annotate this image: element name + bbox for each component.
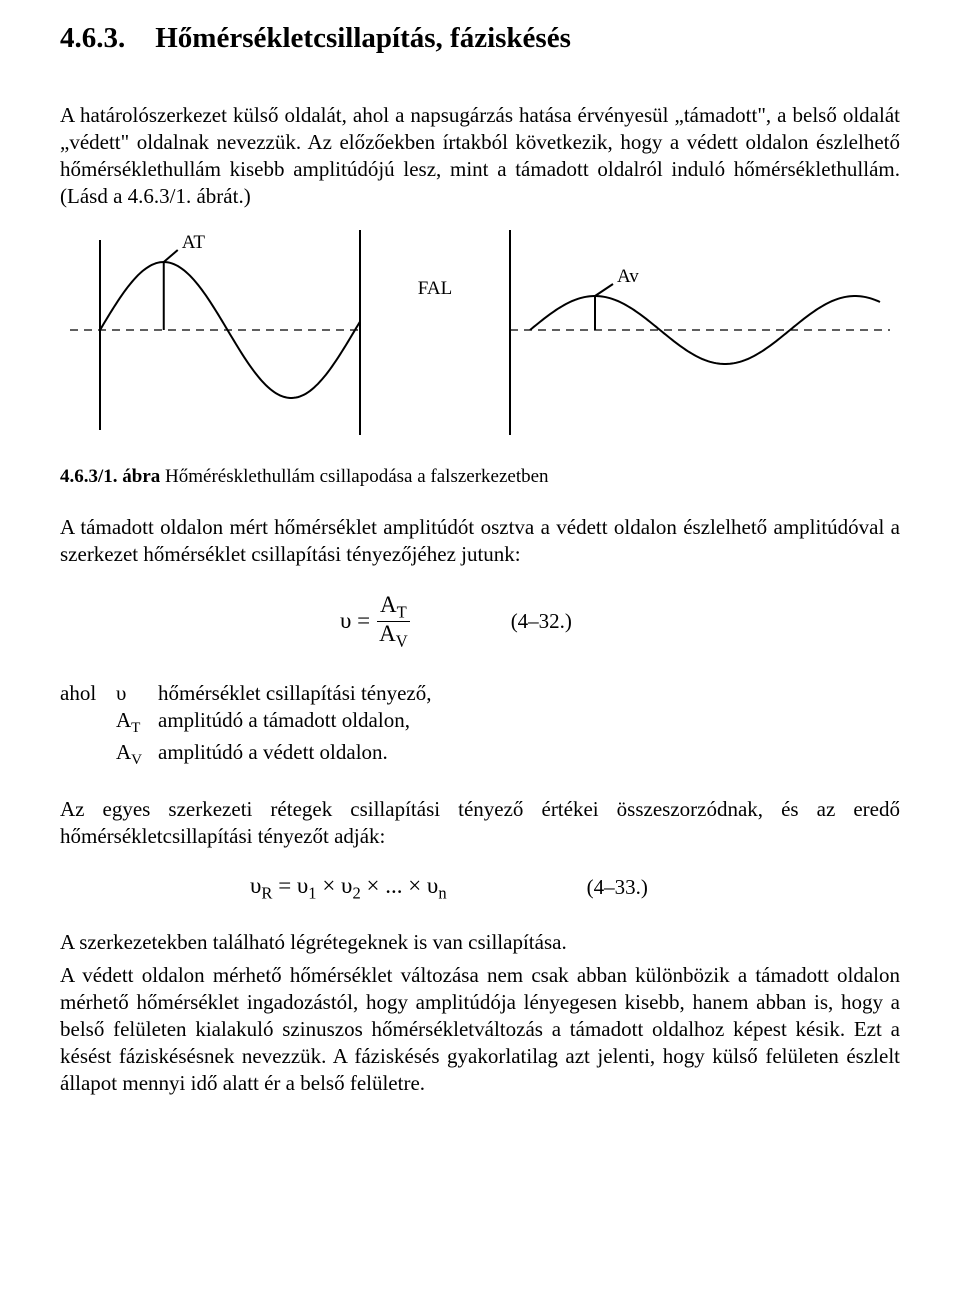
where-sym-2-base: A <box>116 740 131 764</box>
eq1-expression: υ = AT AV <box>340 593 411 650</box>
svg-text:FAL: FAL <box>418 278 452 299</box>
eq1-lhs: υ = <box>340 606 370 635</box>
where-list: ahol υ hőmérséklet csillapítási tényező,… <box>60 680 900 771</box>
eq2-expression: υR = υ1 × υ2 × ... × υn <box>250 871 447 904</box>
eq2-sub-n: n <box>438 884 446 903</box>
where-sym-0: υ <box>116 680 150 707</box>
figure-svg: AT FAL Av <box>60 220 900 440</box>
section-number: 4.6.3. <box>60 20 125 57</box>
where-desc-2: amplitúdó a védett oldalon. <box>158 739 388 771</box>
eq1-fraction: AT AV <box>376 593 411 650</box>
where-sym-1-sub: T <box>131 720 140 736</box>
figure-4-6-3-1: AT FAL Av <box>60 220 900 440</box>
equation-4-32: υ = AT AV (4–32.) <box>60 593 900 650</box>
eq1-den-sub: V <box>396 631 408 650</box>
eq2-eq: = υ <box>272 873 308 898</box>
eq2-sub-r: R <box>261 884 272 903</box>
paragraph-1: A határolószerkezet külső oldalát, ahol … <box>60 102 900 210</box>
figure-caption: 4.6.3/1. ábra Hőmérésklethullám csillapo… <box>60 465 900 489</box>
paragraph-2: A támadott oldalon mért hőmérséklet ampl… <box>60 514 900 568</box>
eq1-num-sym: A <box>380 592 397 617</box>
where-row-2: AV amplitúdó a védett oldalon. <box>60 739 900 771</box>
where-sym-2-sub: V <box>131 752 142 768</box>
where-row-0: ahol υ hőmérséklet csillapítási tényező, <box>60 680 900 707</box>
eq2-times1: × υ <box>317 873 353 898</box>
eq2-sub-2: 2 <box>352 884 360 903</box>
eq2-sym-vr: υ <box>250 873 261 898</box>
paragraph-4: A szerkezetekben található légrétegeknek… <box>60 929 900 956</box>
where-lead-spacer-1 <box>60 707 108 739</box>
eq2-sub-1: 1 <box>308 884 316 903</box>
eq1-num-sub: T <box>397 602 407 621</box>
eq1-denominator: AV <box>376 622 411 650</box>
paragraph-5: A védett oldalon mérhető hőmérséklet vál… <box>60 962 900 1096</box>
where-sym-1: AT <box>116 707 150 739</box>
eq2-number: (4–33.) <box>587 874 648 901</box>
where-lead: ahol <box>60 680 108 707</box>
where-lead-spacer-2 <box>60 739 108 771</box>
paragraph-3: Az egyes szerkezeti rétegek csillapítási… <box>60 796 900 850</box>
where-row-1: AT amplitúdó a támadott oldalon, <box>60 707 900 739</box>
where-sym-1-base: A <box>116 708 131 732</box>
svg-text:AT: AT <box>182 232 206 253</box>
page: 4.6.3. Hőmérsékletcsillapítás, fáziskésé… <box>0 0 960 1306</box>
where-desc-0: hőmérséklet csillapítási tényező, <box>158 680 432 707</box>
section-heading: 4.6.3. Hőmérsékletcsillapítás, fáziskésé… <box>60 20 900 57</box>
equation-4-33: υR = υ1 × υ2 × ... × υn (4–33.) <box>60 871 900 904</box>
svg-text:Av: Av <box>617 266 639 287</box>
eq2-times2: × ... × υ <box>361 873 439 898</box>
section-title: Hőmérsékletcsillapítás, fáziskésés <box>155 20 571 57</box>
where-desc-1: amplitúdó a támadott oldalon, <box>158 707 410 739</box>
eq1-den-sym: A <box>379 621 396 646</box>
eq1-numerator: AT <box>377 593 410 622</box>
caption-number: 4.6.3/1. ábra <box>60 466 160 487</box>
caption-text: Hőmérésklethullám csillapodása a falszer… <box>160 466 548 487</box>
where-sym-2: AV <box>116 739 150 771</box>
eq1-number: (4–32.) <box>511 608 572 635</box>
